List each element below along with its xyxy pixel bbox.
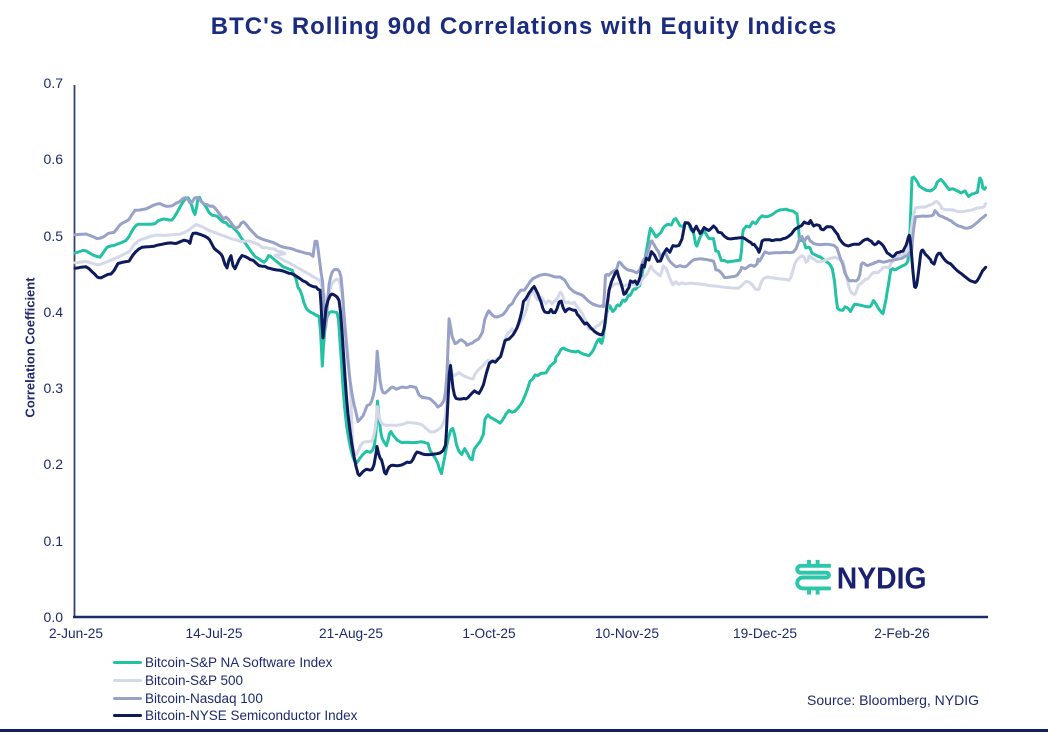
svg-text:NYDIG: NYDIG xyxy=(837,562,927,596)
